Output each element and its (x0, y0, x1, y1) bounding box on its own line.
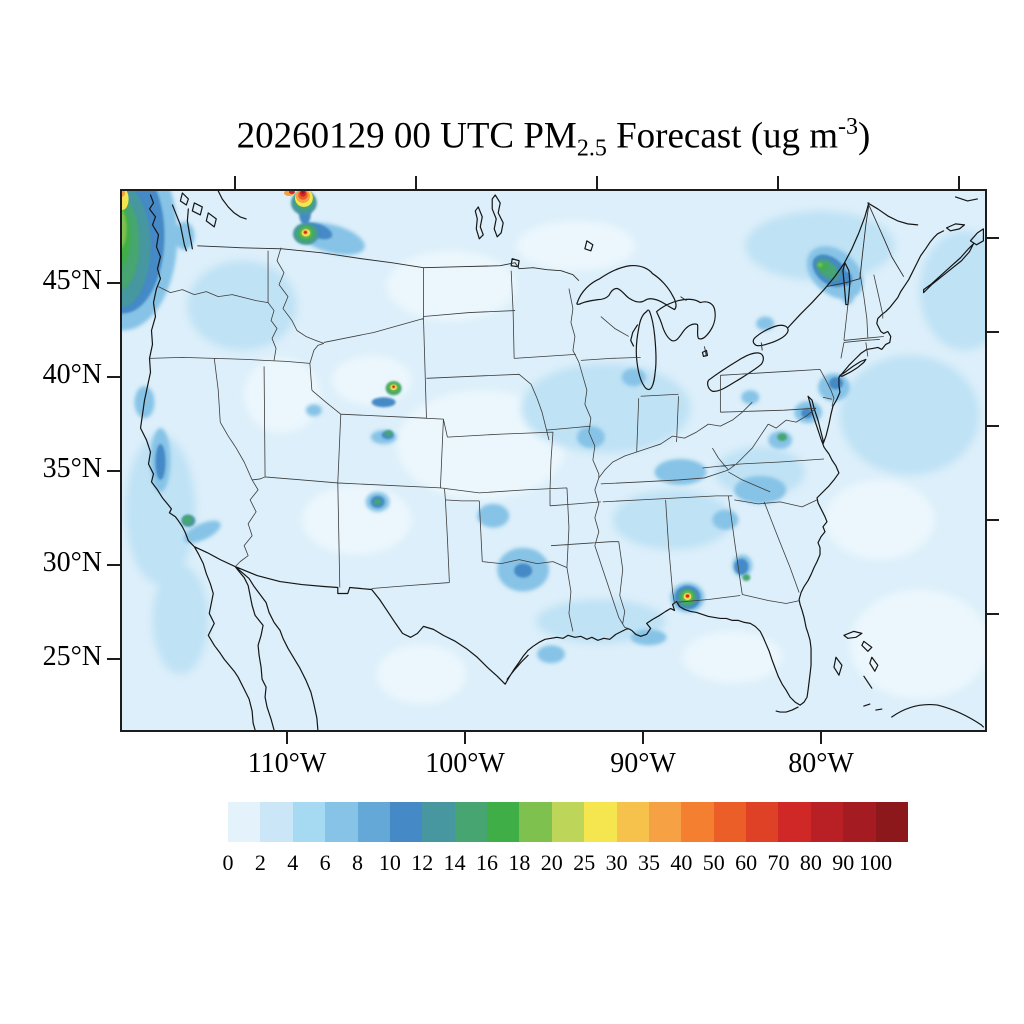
y-axis-label: 40°N (42, 359, 102, 390)
colorbar-label: 70 (767, 850, 790, 875)
colorbar-label: 10 (378, 850, 401, 875)
x-axis-label: 80°W (788, 748, 854, 779)
x-axis-tick-top (415, 176, 417, 190)
y-axis-tick-right (985, 331, 999, 333)
title-superscript: -3 (838, 114, 859, 140)
map-canvas (120, 189, 987, 732)
title-middle: Forecast (ug m (606, 115, 839, 157)
colorbar-label: 8 (352, 850, 364, 875)
colorbar-label: 14 (443, 850, 466, 875)
title-subscript: 2.5 (576, 135, 607, 162)
colorbar-label: 6 (319, 850, 331, 875)
colorbar-cell (648, 802, 682, 842)
x-axis-tick-bottom (642, 730, 644, 744)
colorbar-label: 90 (832, 850, 855, 875)
x-axis-label: 90°W (610, 748, 676, 779)
colorbar-label: 12 (411, 850, 434, 875)
y-axis-tick-left (107, 658, 121, 660)
title-suffix: ) (858, 115, 871, 157)
x-axis-tick-bottom (820, 730, 822, 744)
y-axis-label: 25°N (42, 641, 102, 672)
colorbar-label: 50 (702, 850, 725, 875)
colorbar-cell (519, 802, 552, 842)
colorbar-cell (487, 802, 520, 842)
x-axis-tick-bottom (286, 730, 288, 744)
title-prefix: 20260129 00 UTC PM (236, 115, 577, 157)
colorbar-cell (260, 802, 293, 842)
x-axis-label: 110°W (247, 748, 327, 779)
x-axis-tick-top (596, 176, 598, 190)
colorbar-label: 18 (508, 850, 531, 875)
colorbar-cell (843, 802, 876, 842)
y-axis-tick-left (107, 376, 121, 378)
colorbar-label: 4 (287, 850, 299, 875)
hotspot-wyoming (390, 384, 397, 391)
colorbar-label: 0 (222, 850, 234, 875)
colorbar-label: 40 (670, 850, 693, 875)
y-axis-tick-right (985, 613, 999, 615)
colorbar-cell (681, 802, 714, 842)
hotspot-montana-south (301, 229, 311, 237)
x-axis-tick-top (777, 176, 779, 190)
colorbar-cell (325, 802, 358, 842)
colorbar-label: 20 (540, 850, 563, 875)
plot-title: 20260129 00 UTC PM2.5 Forecast (ug m-3) (121, 114, 986, 163)
y-axis-label: 35°N (42, 453, 102, 484)
colorbar-cell (584, 802, 617, 842)
colorbar-label: 80 (799, 850, 822, 875)
colorbar-label: 2 (254, 850, 266, 875)
colorbar (228, 802, 908, 842)
colorbar-label: 16 (476, 850, 499, 875)
y-axis-tick-right (985, 519, 999, 521)
y-axis-label: 45°N (42, 265, 102, 296)
colorbar-cell (713, 802, 746, 842)
colorbar-cell (454, 802, 487, 842)
y-axis-tick-left (107, 564, 121, 566)
x-axis-tick-top (958, 176, 960, 190)
x-axis-tick-bottom (464, 730, 466, 744)
colorbar-cell (875, 802, 908, 842)
colorbar-label: 25 (573, 850, 596, 875)
colorbar-label: 100 (859, 850, 893, 875)
colorbar-cell (389, 802, 423, 842)
colorbar-cell (551, 802, 585, 842)
colorbar-label: 60 (735, 850, 758, 875)
hotspot-florida-panhandle (683, 593, 692, 600)
hotspot-cores (122, 191, 692, 600)
y-axis-tick-left (107, 282, 121, 284)
colorbar-cell (616, 802, 649, 842)
coastline-path (139, 191, 985, 730)
x-axis-tick-top (234, 176, 236, 190)
colorbar-label: 35 (637, 850, 660, 875)
colorbar-cell (778, 802, 811, 842)
colorbar-cell (228, 802, 261, 842)
x-axis-label: 100°W (425, 748, 505, 779)
colorbar-cell (292, 802, 326, 842)
state-borders-path (149, 247, 884, 632)
canada-border-path (197, 204, 905, 357)
colorbar-label: 30 (605, 850, 628, 875)
colorbar-cell (357, 802, 390, 842)
colorbar-cell (422, 802, 455, 842)
pm-level-0-patches (244, 220, 985, 705)
colorbar-cell (746, 802, 779, 842)
map-svg (122, 191, 985, 730)
y-axis-tick-left (107, 470, 121, 472)
colorbar-cell (810, 802, 844, 842)
y-axis-tick-right (985, 425, 999, 427)
y-axis-label: 30°N (42, 547, 102, 578)
y-axis-tick-right (985, 237, 999, 239)
hotspot-montana-north (284, 191, 313, 207)
